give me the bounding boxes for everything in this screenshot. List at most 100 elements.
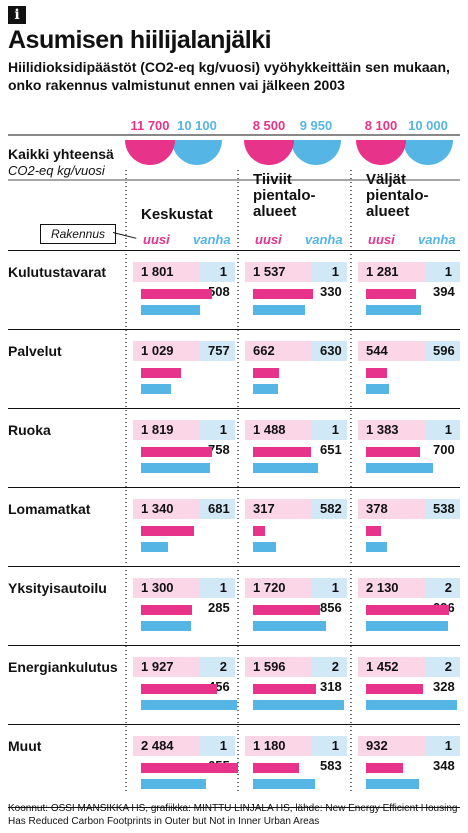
value-old: 1 655 <box>200 736 235 773</box>
page-subtitle: Hiilidioksidipäästöt (CO2-eq kg/vuosi) v… <box>8 59 450 93</box>
bar-old <box>253 700 344 710</box>
page-title: Asumisen hiilijalanjälki <box>8 26 272 54</box>
bar-new <box>366 763 403 773</box>
bar-old <box>253 779 315 789</box>
value-old: 2 456 <box>200 657 235 694</box>
bar-new <box>366 368 387 378</box>
category-label: Ruoka <box>8 422 51 438</box>
value-old: 1 700 <box>425 420 460 457</box>
value-new: 2 484 <box>133 736 200 756</box>
total-circle-new <box>244 140 294 165</box>
row-divider <box>8 487 460 488</box>
total-value-new: 11 700 <box>130 118 170 133</box>
credits: Koonnut: OSSI MANSIKKA HS, grafiikka: MI… <box>8 803 458 827</box>
totals-unit: CO2-eq kg/vuosi <box>8 163 105 178</box>
value-old: 2 096 <box>425 578 460 615</box>
value-old: 1 651 <box>312 420 347 457</box>
row-divider <box>8 408 460 409</box>
value-new: 1 340 <box>133 499 200 519</box>
category-label: Muut <box>8 738 42 754</box>
bar-old <box>366 305 421 315</box>
value-new: 378 <box>358 499 425 519</box>
total-value-old: 10 000 <box>408 118 448 133</box>
value-new: 1 927 <box>133 657 200 677</box>
bar-new <box>141 368 181 378</box>
bar-old <box>141 621 191 631</box>
value-new: 1 180 <box>245 736 312 756</box>
value-new: 932 <box>358 736 425 756</box>
series-label-old: vanha <box>418 232 456 247</box>
total-circle-old <box>172 140 222 165</box>
value-new: 1 452 <box>358 657 425 677</box>
total-value-new: 8 500 <box>252 118 286 133</box>
bar-old <box>253 621 326 631</box>
bar-old <box>253 542 276 552</box>
value-new: 317 <box>245 499 312 519</box>
value-new: 1 801 <box>133 262 200 282</box>
row-divider <box>8 329 460 330</box>
bar-new <box>366 684 423 694</box>
bar-old <box>253 384 278 394</box>
value-old: 2 318 <box>312 657 347 694</box>
value-old: 630 <box>312 341 347 361</box>
value-new: 1 300 <box>133 578 200 598</box>
bar-new <box>366 605 449 615</box>
bar-old <box>253 305 305 315</box>
total-value-old: 9 950 <box>299 118 333 133</box>
bar-old <box>366 463 433 473</box>
category-label: Energiankulutus <box>8 659 118 675</box>
group-label: Tiiviit pientalo-alueet <box>253 171 316 220</box>
bar-old <box>366 779 419 789</box>
value-old: 1 285 <box>200 578 235 615</box>
bar-new <box>141 605 192 615</box>
bar-old <box>141 305 200 315</box>
category-label: Yksityisautoilu <box>8 580 107 596</box>
bar-new <box>253 289 313 299</box>
value-new: 1 720 <box>245 578 312 598</box>
bar-new <box>141 289 212 299</box>
value-old: 757 <box>200 341 235 361</box>
value-old: 1 508 <box>200 262 235 299</box>
value-old: 596 <box>425 341 460 361</box>
value-new: 1 537 <box>245 262 312 282</box>
value-old: 1 583 <box>312 736 347 773</box>
bar-new <box>366 289 416 299</box>
bar-old <box>366 700 457 710</box>
series-label-new: uusi <box>255 232 282 247</box>
bar-old <box>253 463 318 473</box>
bar-new <box>141 447 212 457</box>
bar-old <box>141 384 171 394</box>
bar-new <box>253 684 316 694</box>
value-new: 1 596 <box>245 657 312 677</box>
bar-new <box>253 605 320 615</box>
bar-old <box>366 384 389 394</box>
total-circle-new <box>356 140 406 165</box>
series-label-old: vanha <box>305 232 343 247</box>
bar-old <box>366 621 448 631</box>
value-old: 1 394 <box>425 262 460 299</box>
bar-old <box>141 779 206 789</box>
row-divider <box>8 250 460 251</box>
bar-new <box>253 447 311 457</box>
total-circle-old <box>403 140 453 165</box>
value-old: 681 <box>200 499 235 519</box>
category-label: Palvelut <box>8 343 62 359</box>
bar-new <box>366 526 381 536</box>
series-label-new: uusi <box>143 232 170 247</box>
row-divider <box>8 566 460 567</box>
bar-old <box>141 463 210 473</box>
totals-label: Kaikki yhteensä <box>8 146 114 162</box>
value-old: 1 758 <box>200 420 235 457</box>
bar-new <box>141 526 194 536</box>
total-value-old: 10 100 <box>177 118 217 133</box>
value-old: 1 348 <box>425 736 460 773</box>
value-new: 1 819 <box>133 420 200 440</box>
value-old: 1 856 <box>312 578 347 615</box>
row-divider <box>8 645 460 646</box>
row-divider <box>8 724 460 725</box>
value-new: 544 <box>358 341 425 361</box>
value-new: 1 029 <box>133 341 200 361</box>
row-divider <box>8 807 460 808</box>
rakennus-legend-box: Rakennus <box>40 224 116 244</box>
